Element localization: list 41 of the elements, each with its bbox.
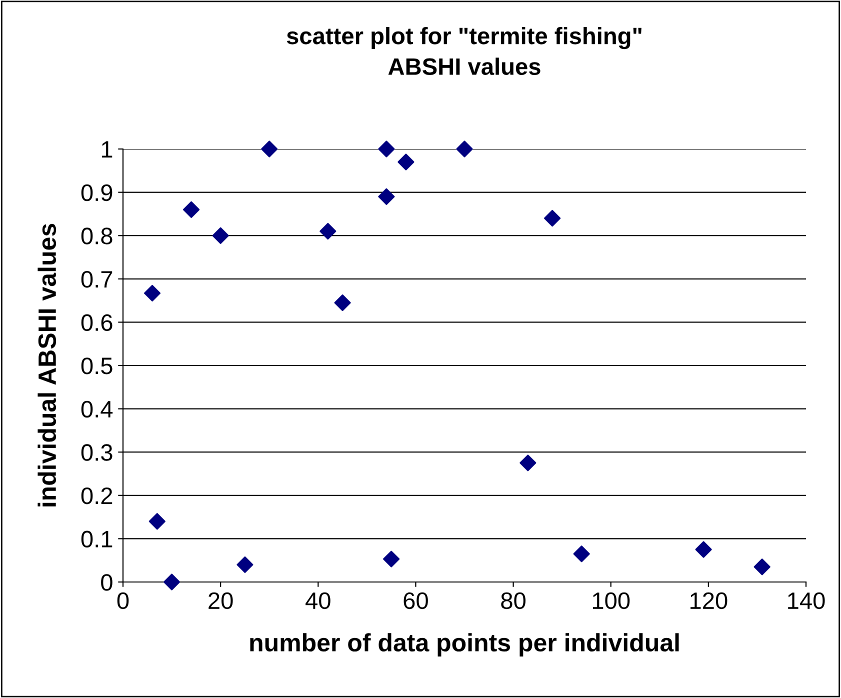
point (383, 550, 400, 568)
x-tick-label: 140 (788, 592, 825, 610)
point (378, 140, 395, 158)
point (236, 556, 254, 573)
point (163, 574, 180, 590)
point (573, 546, 590, 562)
y-tick-label: 0.9 (81, 184, 112, 202)
y-tick-label: 1 (102, 141, 112, 158)
point (334, 294, 351, 312)
point (695, 541, 712, 558)
point (320, 222, 336, 240)
point (456, 140, 473, 158)
point (378, 188, 395, 205)
x-tick-label: 60 (404, 592, 428, 610)
y-tick-label: 0.7 (81, 270, 112, 288)
x-axis-title: number of data points per individual (250, 633, 679, 656)
point (144, 284, 161, 302)
x-tick-label: 40 (306, 592, 330, 610)
point (544, 210, 561, 227)
y-tick-label: 0.3 (81, 444, 112, 461)
x-tick-label: 80 (501, 592, 526, 610)
point (261, 140, 278, 158)
point (398, 154, 414, 170)
point (148, 513, 166, 530)
x-tick-label: 100 (592, 592, 630, 610)
point (212, 227, 229, 244)
y-axis-title: individual ABSHI values (38, 224, 56, 506)
y-tick-label: 0.5 (81, 358, 112, 374)
chart-title: scatter plot for "termite fishing" ABSHI values (286, 27, 642, 76)
y-tick-label: 0.4 (81, 400, 113, 418)
x-tick-label: 0 (117, 592, 129, 610)
point (183, 201, 200, 218)
y-tick-label: 0.2 (81, 487, 112, 504)
x-tick-label: 120 (690, 592, 728, 610)
y-tick-label: 0.8 (81, 228, 112, 244)
x-tick-label: 20 (208, 592, 233, 610)
point (520, 454, 536, 472)
y-tick-label: 0.6 (81, 314, 112, 331)
point (754, 558, 770, 576)
y-tick-label: 0 (101, 574, 112, 591)
y-tick-label: 0.1 (81, 530, 112, 548)
